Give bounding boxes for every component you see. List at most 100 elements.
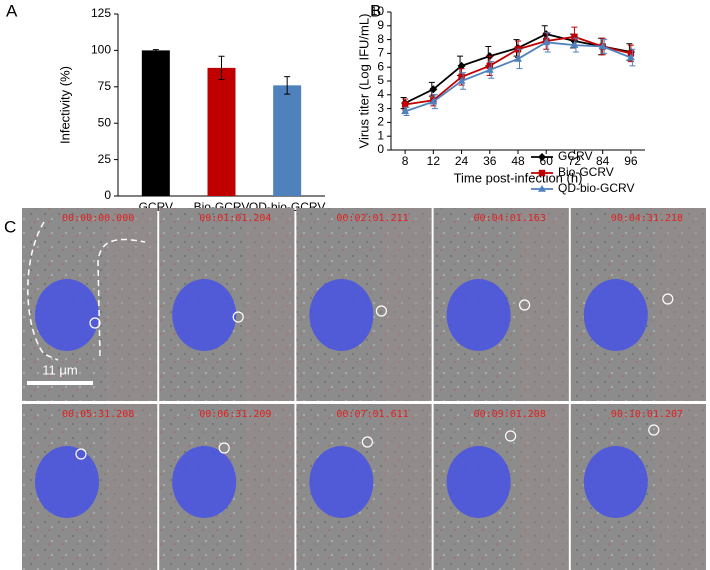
micrograph: 00:05:31.208 xyxy=(22,404,158,570)
timestamp: 00:09:01.208 xyxy=(474,409,546,420)
legend-label: GCRV xyxy=(558,149,592,163)
timestamp: 00:10:01.207 xyxy=(611,409,683,420)
nucleus xyxy=(583,279,648,351)
cell-edge xyxy=(518,404,569,570)
y-tick-label: 100 xyxy=(91,43,111,57)
y-tick-label: 7 xyxy=(377,46,384,60)
marker xyxy=(626,53,635,61)
y-axis-title: Infectivity (%) xyxy=(57,66,72,144)
x-tick-label: 12 xyxy=(427,154,441,168)
y-tick-label: 25 xyxy=(98,152,112,166)
marker xyxy=(598,42,607,50)
marker xyxy=(457,77,466,84)
tracked-particle xyxy=(662,293,674,305)
nucleus xyxy=(35,279,99,351)
y-tick-label: 10 xyxy=(371,4,385,18)
marker xyxy=(571,33,578,41)
cell-edge xyxy=(107,208,158,401)
cell-edge xyxy=(244,208,295,401)
y-tick-label: 8 xyxy=(377,32,384,46)
timestamp: 00:05:31.208 xyxy=(62,409,134,420)
nucleus xyxy=(309,279,374,351)
y-tick-label: 0 xyxy=(104,188,111,202)
y-axis-title: Virus titer (Log IFU/mL) xyxy=(356,14,371,149)
cell-edge xyxy=(655,208,706,401)
cell-edge xyxy=(381,208,432,401)
y-tick-label: 3 xyxy=(377,101,384,115)
x-tick-label: 24 xyxy=(455,154,469,168)
cell-edge xyxy=(244,404,295,570)
tracked-particle xyxy=(75,448,87,460)
marker xyxy=(538,153,546,161)
tracked-particle xyxy=(505,430,517,442)
timestamp: 00:06:31.209 xyxy=(199,409,271,420)
marker xyxy=(538,169,546,177)
marker xyxy=(457,61,466,70)
marker xyxy=(429,97,438,105)
error-bar xyxy=(284,76,291,95)
legend-label: QD-bio-GCRV xyxy=(558,181,634,195)
y-tick-label: 75 xyxy=(98,79,112,93)
cell-edge xyxy=(107,404,158,570)
micrograph: 00:02:01.211 xyxy=(296,208,432,401)
nucleus xyxy=(583,446,648,518)
y-tick-label: 50 xyxy=(98,115,112,129)
y-tick-label: 6 xyxy=(377,59,384,73)
tracked-particle xyxy=(218,442,230,454)
micrograph: 00:07:01.611 xyxy=(296,404,432,570)
panel-label: C xyxy=(4,217,16,236)
marker xyxy=(401,107,410,115)
marker xyxy=(570,41,579,48)
tracked-particle xyxy=(648,424,660,436)
bar xyxy=(141,50,170,197)
timestamp: 00:04:01.163 xyxy=(474,213,546,224)
tracked-particle xyxy=(361,436,373,448)
y-tick-label: 4 xyxy=(377,87,384,101)
nucleus xyxy=(446,279,511,351)
cell-edge xyxy=(381,404,432,570)
micrograph: 00:04:01.163 xyxy=(433,208,569,401)
timestamp: 00:01:01.204 xyxy=(199,213,271,224)
nucleus xyxy=(446,446,511,518)
x-tick-label: 8 xyxy=(402,154,409,168)
nucleus xyxy=(172,279,237,351)
micrograph: 00:06:31.209 xyxy=(159,404,295,570)
x-axis-title: Time post-infection (h) xyxy=(454,170,583,185)
error-bar xyxy=(152,49,159,52)
marker xyxy=(458,73,465,81)
timestamp: 00:04:31.218 xyxy=(611,213,683,224)
micrograph: 00:04:31.218 xyxy=(570,208,706,401)
y-tick-label: 5 xyxy=(377,73,384,87)
marker xyxy=(514,54,522,62)
timestamp: 00:02:01.211 xyxy=(336,213,408,224)
marker xyxy=(627,50,635,57)
x-tick-label: 36 xyxy=(483,154,497,168)
x-tick-label: 96 xyxy=(624,154,638,168)
bar xyxy=(273,85,302,196)
timestamp: 00:00:00.000 xyxy=(62,213,134,224)
micrograph: 00:01:01.204 xyxy=(159,208,295,401)
marker xyxy=(538,185,546,192)
legend-label: Bio-GCRV xyxy=(558,165,614,179)
micrograph: 00:10:01.207 xyxy=(570,404,706,570)
error-bar xyxy=(218,55,225,81)
tracked-particle xyxy=(232,311,244,323)
x-tick-label: 48 xyxy=(511,154,525,168)
cell-outline xyxy=(97,238,146,357)
micrograph: 00:09:01.208 xyxy=(433,404,569,570)
y-tick-label: 0 xyxy=(377,142,384,156)
marker xyxy=(486,62,493,70)
nucleus xyxy=(35,446,99,518)
cell-edge xyxy=(655,404,706,570)
scale-bar-label: 11 μm xyxy=(42,362,77,377)
tracked-particle xyxy=(518,299,531,311)
bar xyxy=(207,67,236,196)
cell-outline xyxy=(27,221,59,361)
x-tick-label: 84 xyxy=(596,154,610,168)
x-tick-label: 72 xyxy=(568,154,582,168)
nucleus xyxy=(172,446,237,518)
y-tick-label: 125 xyxy=(91,6,111,20)
y-tick-label: 2 xyxy=(377,115,384,129)
y-tick-label: 9 xyxy=(377,18,384,32)
